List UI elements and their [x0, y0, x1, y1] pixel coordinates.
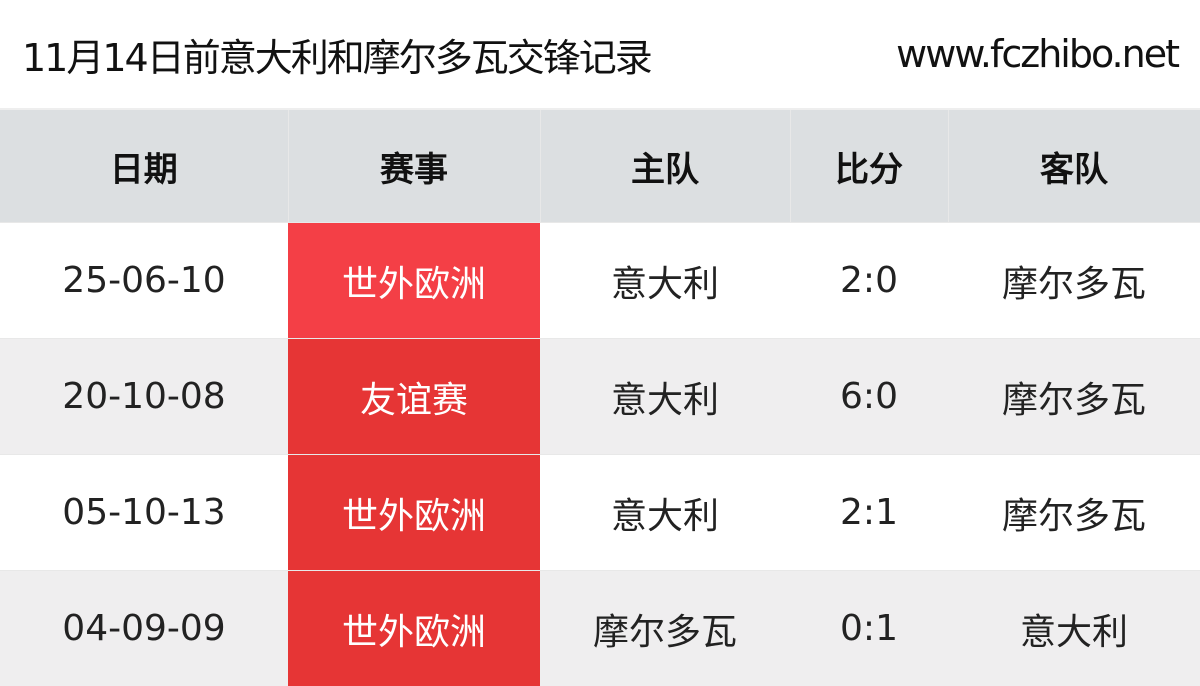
- cell-away: 摩尔多瓦: [948, 223, 1200, 339]
- cell-away: 摩尔多瓦: [948, 455, 1200, 571]
- cell-comp: 世外欧洲: [288, 223, 540, 339]
- cell-away: 意大利: [948, 571, 1200, 686]
- header-date: 日期: [0, 110, 288, 223]
- header-home: 主队: [540, 110, 790, 223]
- cell-home: 意大利: [540, 455, 790, 571]
- cell-date: 25-06-10: [0, 223, 288, 339]
- cell-date: 04-09-09: [0, 571, 288, 686]
- cell-score: 0:1: [790, 571, 948, 686]
- cell-home: 摩尔多瓦: [540, 571, 790, 686]
- title-bar: 11月14日前意大利和摩尔多瓦交锋记录 www.fczhibo.net: [0, 0, 1200, 110]
- cell-date: 05-10-13: [0, 455, 288, 571]
- cell-score: 2:1: [790, 455, 948, 571]
- cell-home: 意大利: [540, 223, 790, 339]
- cell-score: 2:0: [790, 223, 948, 339]
- cell-score: 6:0: [790, 339, 948, 455]
- site-url[interactable]: www.fczhibo.net: [896, 32, 1178, 76]
- cell-comp: 世外欧洲: [288, 455, 540, 571]
- cell-date: 20-10-08: [0, 339, 288, 455]
- header-away: 客队: [948, 110, 1200, 223]
- cell-home: 意大利: [540, 339, 790, 455]
- page-title: 11月14日前意大利和摩尔多瓦交锋记录: [22, 27, 651, 82]
- cell-comp: 友谊赛: [288, 339, 540, 455]
- header-competition: 赛事: [288, 110, 540, 223]
- header-row: 日期 赛事 主队 比分 客队: [0, 110, 1200, 223]
- header-score: 比分: [790, 110, 948, 223]
- cell-away: 摩尔多瓦: [948, 339, 1200, 455]
- cell-comp: 世外欧洲: [288, 571, 540, 686]
